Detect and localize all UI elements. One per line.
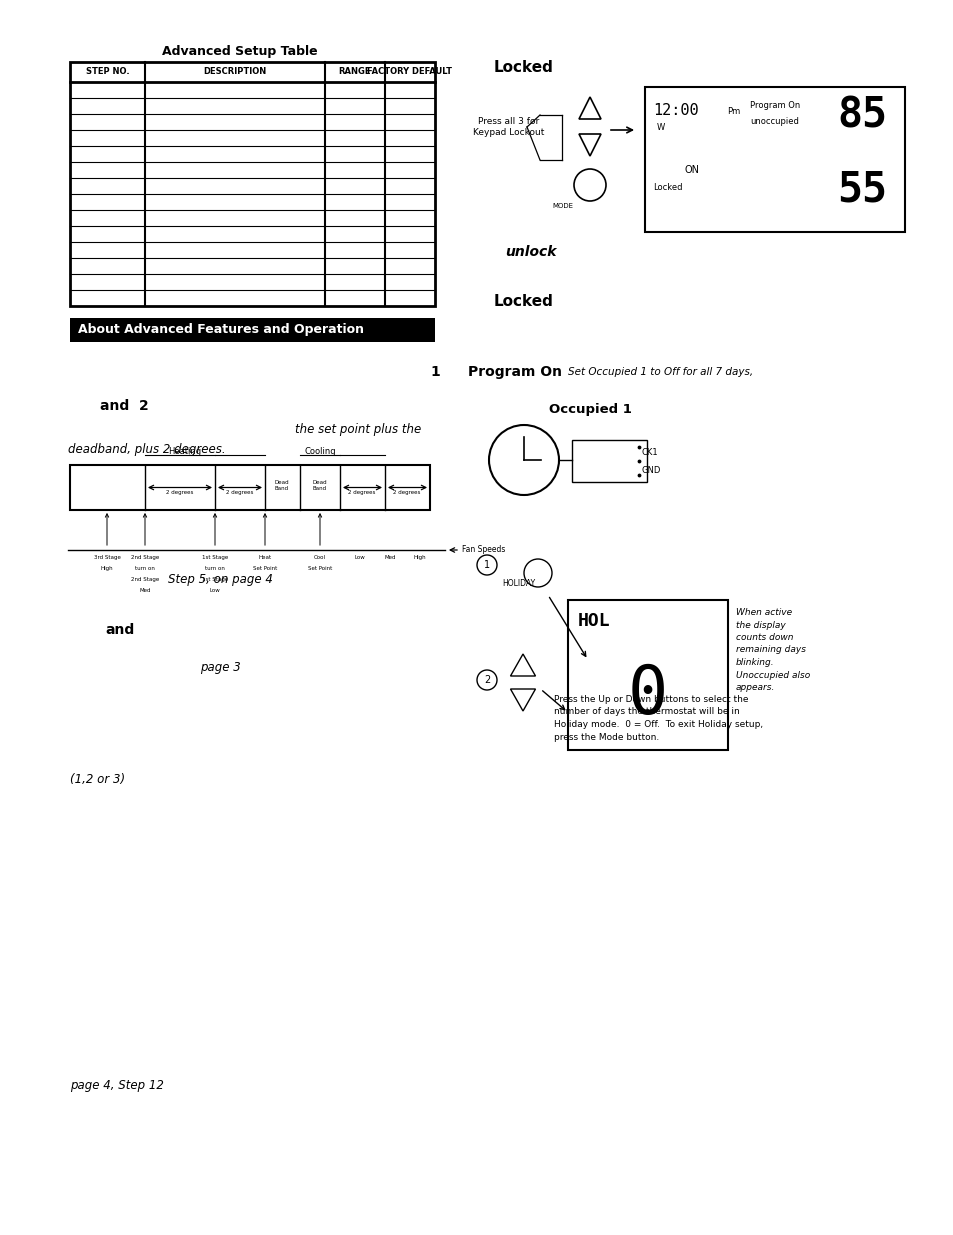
Bar (70, 317, 435, 342)
Text: Occupied 1: Occupied 1 (548, 404, 631, 416)
Text: Press all 3 for
Keypad Lockout: Press all 3 for Keypad Lockout (473, 117, 544, 137)
Bar (70, 62, 435, 306)
Text: unoccupied: unoccupied (749, 117, 798, 126)
Text: Locked: Locked (494, 61, 554, 75)
Text: 2: 2 (483, 676, 490, 685)
Text: the set point plus the: the set point plus the (294, 424, 421, 436)
Text: and  2: and 2 (100, 399, 149, 412)
Text: Cool: Cool (314, 555, 326, 559)
Text: When active
the display
counts down
remaining days
blinking.
Unoccupied also
app: When active the display counts down rema… (735, 608, 809, 692)
Text: page 4, Step 12: page 4, Step 12 (70, 1078, 164, 1092)
Text: Med: Med (139, 588, 151, 593)
Text: 12:00: 12:00 (652, 103, 698, 119)
Text: 2nd Stage: 2nd Stage (131, 577, 159, 582)
Text: High: High (414, 555, 426, 559)
Text: 1st Stage: 1st Stage (202, 555, 228, 559)
Bar (70, 466, 430, 510)
Text: page 3: page 3 (199, 662, 240, 674)
Text: Step 5, on page 4: Step 5, on page 4 (168, 573, 273, 587)
Text: Set Occupied 1 to Off for all 7 days,: Set Occupied 1 to Off for all 7 days, (567, 367, 752, 377)
Text: 1st Stage: 1st Stage (202, 577, 228, 582)
Text: 55: 55 (836, 169, 886, 211)
Text: 1: 1 (430, 366, 439, 379)
Text: W: W (657, 124, 664, 132)
Text: 0: 0 (627, 662, 667, 727)
Text: STEP NO.: STEP NO. (86, 68, 130, 77)
Text: 85: 85 (836, 95, 886, 137)
Text: deadband, plus 2 degrees.: deadband, plus 2 degrees. (68, 443, 226, 457)
Text: Locked: Locked (494, 294, 554, 310)
Text: HOL: HOL (578, 613, 610, 630)
Text: Locked: Locked (652, 183, 681, 191)
Text: and: and (105, 622, 134, 637)
Text: Pm: Pm (726, 107, 740, 116)
Bar (567, 600, 727, 750)
Text: DESCRIPTION: DESCRIPTION (203, 68, 266, 77)
Text: Set Point: Set Point (308, 566, 332, 571)
Text: 3rd Stage: 3rd Stage (93, 555, 120, 559)
Text: 1: 1 (483, 559, 490, 571)
Text: unlock: unlock (504, 245, 556, 259)
Text: Press the Up or Down buttons to select the
number of days the thermostat will be: Press the Up or Down buttons to select t… (554, 695, 762, 741)
Text: RANGE: RANGE (338, 68, 371, 77)
Text: HOLIDAY: HOLIDAY (501, 579, 535, 588)
Text: turn on: turn on (205, 566, 225, 571)
Text: Heat: Heat (258, 555, 272, 559)
Text: Program On: Program On (468, 366, 561, 379)
Text: 2 degrees: 2 degrees (226, 490, 253, 495)
Text: GND: GND (641, 466, 660, 474)
Text: Fan Speeds: Fan Speeds (461, 546, 505, 555)
Text: Heating: Heating (169, 447, 201, 456)
Text: 2 degrees: 2 degrees (166, 490, 193, 495)
Bar (644, 86, 904, 232)
Text: Program On: Program On (749, 101, 800, 110)
Text: 2 degrees: 2 degrees (393, 490, 420, 495)
Text: MODE: MODE (552, 203, 573, 209)
Text: 2 degrees: 2 degrees (348, 490, 375, 495)
Text: Cooling: Cooling (304, 447, 335, 456)
Text: Set Point: Set Point (253, 566, 276, 571)
Text: High: High (101, 566, 113, 571)
Text: Dead
Band: Dead Band (274, 480, 289, 490)
Text: turn on: turn on (135, 566, 154, 571)
Text: FACTORY DEFAULT: FACTORY DEFAULT (367, 68, 452, 77)
Bar (572, 440, 646, 482)
Text: Dead
Band: Dead Band (313, 480, 327, 490)
Text: About Advanced Features and Operation: About Advanced Features and Operation (78, 324, 364, 336)
Text: ON: ON (684, 165, 700, 175)
Text: Med: Med (384, 555, 395, 559)
Text: CK1: CK1 (641, 448, 658, 457)
Text: Advanced Setup Table: Advanced Setup Table (162, 46, 317, 58)
Text: 2nd Stage: 2nd Stage (131, 555, 159, 559)
Text: Low: Low (355, 555, 365, 559)
Text: Low: Low (210, 588, 220, 593)
Text: (1,2 or 3): (1,2 or 3) (70, 773, 125, 787)
